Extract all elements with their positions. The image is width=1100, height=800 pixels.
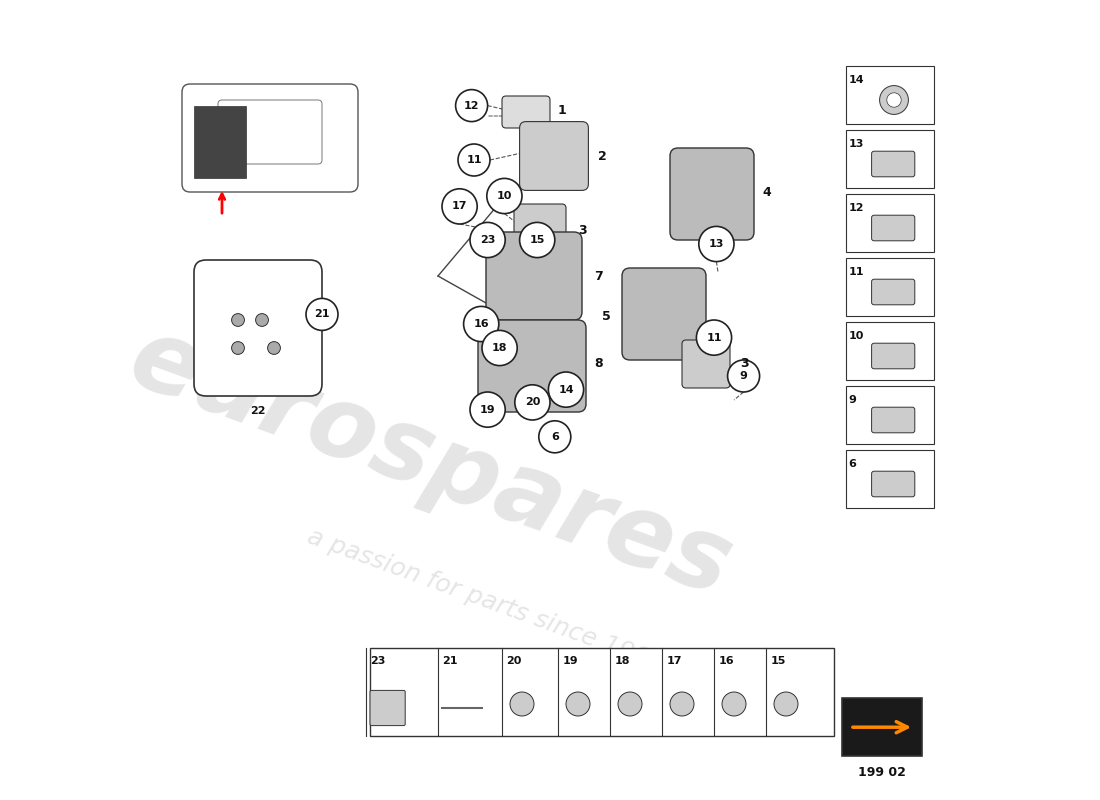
Circle shape [519, 222, 554, 258]
FancyBboxPatch shape [846, 194, 934, 252]
Text: 8: 8 [594, 358, 603, 370]
Circle shape [455, 90, 487, 122]
FancyBboxPatch shape [478, 320, 586, 412]
FancyBboxPatch shape [871, 151, 915, 177]
Text: 5: 5 [602, 310, 610, 322]
Text: 18: 18 [492, 343, 507, 353]
Text: 2: 2 [598, 150, 607, 162]
FancyBboxPatch shape [519, 122, 588, 190]
FancyBboxPatch shape [871, 279, 915, 305]
Text: 23: 23 [480, 235, 495, 245]
Text: 19: 19 [562, 656, 578, 666]
FancyBboxPatch shape [514, 204, 566, 256]
Circle shape [482, 330, 517, 366]
Circle shape [470, 392, 505, 427]
FancyBboxPatch shape [218, 100, 322, 164]
Text: 14: 14 [558, 385, 574, 394]
FancyBboxPatch shape [871, 471, 915, 497]
FancyBboxPatch shape [194, 260, 322, 396]
Circle shape [722, 692, 746, 716]
Circle shape [487, 178, 522, 214]
Circle shape [470, 222, 505, 258]
Circle shape [232, 342, 244, 354]
FancyBboxPatch shape [370, 648, 834, 736]
Text: 22: 22 [251, 406, 266, 416]
Circle shape [880, 86, 909, 114]
Text: 199 02: 199 02 [858, 766, 906, 778]
Circle shape [670, 692, 694, 716]
Circle shape [510, 692, 534, 716]
FancyBboxPatch shape [846, 130, 934, 188]
Text: 11: 11 [706, 333, 722, 342]
Text: 20: 20 [525, 398, 540, 407]
FancyBboxPatch shape [486, 232, 582, 320]
Text: 3: 3 [578, 224, 586, 237]
Text: 19: 19 [480, 405, 495, 414]
Text: 12: 12 [464, 101, 480, 110]
FancyBboxPatch shape [621, 268, 706, 360]
Text: 6: 6 [848, 459, 856, 469]
Text: 10: 10 [497, 191, 513, 201]
Circle shape [463, 306, 498, 342]
Text: 21: 21 [315, 310, 330, 319]
Text: 14: 14 [848, 75, 864, 85]
Circle shape [255, 314, 268, 326]
Text: 15: 15 [529, 235, 544, 245]
Text: eurospares: eurospares [117, 310, 744, 618]
Circle shape [774, 692, 798, 716]
Circle shape [442, 189, 477, 224]
Text: 12: 12 [848, 203, 864, 213]
FancyBboxPatch shape [846, 322, 934, 380]
FancyBboxPatch shape [846, 258, 934, 316]
Circle shape [696, 320, 732, 355]
Text: 10: 10 [848, 331, 864, 341]
Text: 6: 6 [551, 432, 559, 442]
FancyBboxPatch shape [370, 690, 405, 726]
Text: 9: 9 [848, 395, 856, 405]
FancyBboxPatch shape [871, 215, 915, 241]
Text: 13: 13 [708, 239, 724, 249]
Text: 4: 4 [762, 186, 771, 198]
Text: 15: 15 [770, 656, 785, 666]
FancyBboxPatch shape [682, 340, 730, 388]
Text: 20: 20 [506, 656, 521, 666]
Text: 7: 7 [594, 270, 603, 282]
Text: 16: 16 [473, 319, 490, 329]
Text: 18: 18 [614, 656, 629, 666]
Circle shape [727, 360, 760, 392]
Circle shape [539, 421, 571, 453]
Text: 9: 9 [739, 371, 748, 381]
Circle shape [458, 144, 490, 176]
Circle shape [618, 692, 642, 716]
FancyBboxPatch shape [670, 148, 754, 240]
Circle shape [515, 385, 550, 420]
Circle shape [232, 314, 244, 326]
Text: a passion for parts since 1985: a passion for parts since 1985 [305, 524, 668, 676]
Circle shape [887, 93, 901, 107]
FancyBboxPatch shape [846, 66, 934, 124]
Text: 23: 23 [371, 656, 386, 666]
FancyBboxPatch shape [871, 343, 915, 369]
Text: 11: 11 [466, 155, 482, 165]
Text: 17: 17 [452, 202, 468, 211]
FancyBboxPatch shape [194, 106, 246, 178]
Circle shape [698, 226, 734, 262]
FancyBboxPatch shape [182, 84, 358, 192]
Circle shape [549, 372, 584, 407]
FancyBboxPatch shape [842, 698, 922, 756]
Text: 11: 11 [848, 267, 864, 277]
Text: 1: 1 [558, 104, 566, 117]
Text: 21: 21 [442, 656, 458, 666]
FancyBboxPatch shape [502, 96, 550, 128]
Text: 13: 13 [848, 139, 864, 149]
Text: 3: 3 [740, 358, 749, 370]
Circle shape [306, 298, 338, 330]
FancyBboxPatch shape [846, 386, 934, 444]
FancyBboxPatch shape [871, 407, 915, 433]
Circle shape [566, 692, 590, 716]
FancyBboxPatch shape [846, 450, 934, 508]
Text: 17: 17 [667, 656, 682, 666]
Text: 16: 16 [718, 656, 734, 666]
Circle shape [267, 342, 280, 354]
